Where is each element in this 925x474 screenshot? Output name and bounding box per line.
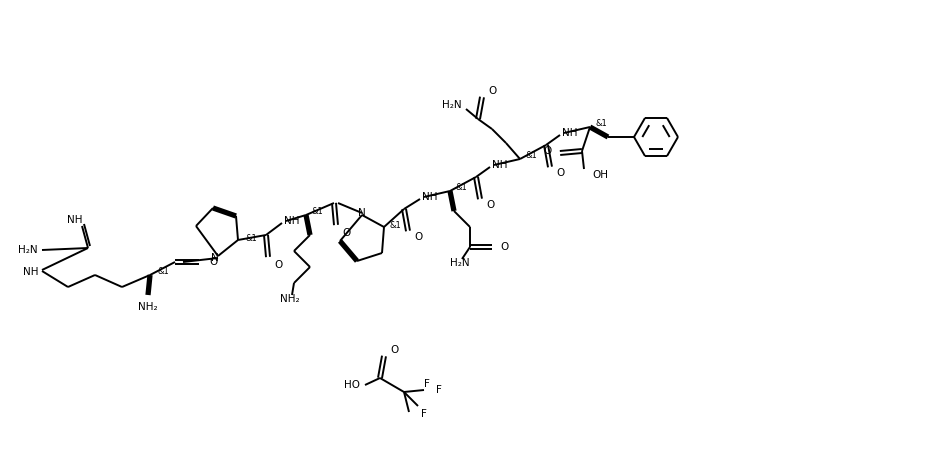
- Text: OH: OH: [592, 170, 608, 180]
- Text: O: O: [488, 86, 496, 96]
- Text: NH: NH: [492, 160, 508, 170]
- Text: &1: &1: [390, 220, 401, 229]
- Text: F: F: [421, 409, 427, 419]
- Text: F: F: [436, 385, 442, 395]
- Text: H₂N: H₂N: [18, 245, 38, 255]
- Text: &1: &1: [246, 234, 258, 243]
- Text: NH: NH: [22, 267, 38, 277]
- Text: O: O: [544, 146, 552, 156]
- Text: F: F: [424, 379, 430, 389]
- Text: &1: &1: [526, 151, 537, 159]
- Text: &1: &1: [312, 207, 324, 216]
- Text: NH: NH: [68, 215, 82, 225]
- Text: N: N: [358, 208, 366, 218]
- Text: HO: HO: [344, 380, 360, 390]
- Text: NH₂: NH₂: [138, 302, 158, 312]
- Text: NH: NH: [284, 216, 300, 226]
- Text: O: O: [274, 260, 282, 270]
- Text: H₂N: H₂N: [450, 258, 470, 268]
- Text: O: O: [414, 232, 422, 242]
- Text: H₂N: H₂N: [442, 100, 462, 110]
- Text: NH₂: NH₂: [280, 294, 300, 304]
- Text: O: O: [390, 345, 399, 355]
- Text: &1: &1: [158, 266, 170, 275]
- Text: O: O: [500, 242, 508, 252]
- Text: O: O: [486, 200, 494, 210]
- Text: &1: &1: [456, 182, 468, 191]
- Text: NH: NH: [562, 128, 577, 138]
- Text: O: O: [342, 228, 351, 238]
- Text: N: N: [211, 253, 219, 263]
- Text: &1: &1: [596, 118, 608, 128]
- Text: NH: NH: [422, 192, 438, 202]
- Text: O: O: [209, 257, 217, 267]
- Text: O: O: [556, 168, 564, 178]
